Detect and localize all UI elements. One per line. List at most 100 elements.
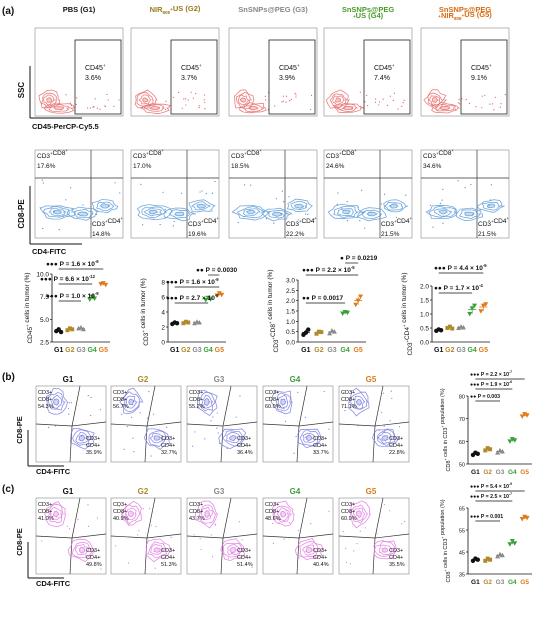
group-title-4: SnSNPs@PEG (342, 5, 394, 14)
cd8-contour (119, 387, 144, 414)
y-tick-label: 8 (161, 280, 165, 287)
cd8-contour (125, 395, 138, 409)
event-dot (198, 107, 200, 109)
event-dot (383, 425, 385, 427)
event-dot (395, 216, 397, 218)
data-point (331, 329, 337, 334)
group-title-2: NIR808+US (G2) (150, 4, 201, 15)
cd3-contour (286, 198, 314, 213)
p-value-annotation: ●● P = 0.0017 (302, 295, 344, 302)
cd3-contour (163, 207, 196, 222)
event-dot (39, 207, 41, 209)
cd4-label: CD4+ (237, 443, 251, 449)
cd4-contour (372, 428, 400, 448)
event-dot (383, 431, 386, 433)
event-dot (70, 104, 73, 107)
cd8pe-axis-label: CD8-PE (15, 528, 24, 556)
x-category-label: G3 (496, 469, 505, 476)
event-dot (183, 98, 185, 100)
cd8-label: CD8+ (113, 397, 127, 403)
cd4-contour (149, 432, 164, 444)
y-tick-label: 80 (459, 395, 465, 401)
cd4-contour (78, 546, 86, 554)
event-dot (66, 525, 68, 527)
cd8-contour (47, 503, 64, 524)
cd4-contour (153, 547, 161, 553)
plot-frame (420, 27, 510, 117)
event-dot (152, 218, 155, 220)
data-point (89, 294, 95, 300)
y-tick-label: 50 (459, 463, 465, 469)
group-title-3: SnSNPs@PEG (G3) (238, 5, 308, 14)
axis-arrows (27, 430, 64, 467)
cd4-value-5: 22.8% (389, 450, 405, 456)
cd4-value-3: 51.4% (237, 562, 253, 568)
group-title-5: SnSNPs@PEG (439, 5, 491, 14)
group-label-1: G1 (63, 487, 74, 496)
event-dot (192, 97, 195, 99)
ssc-contour (38, 89, 61, 109)
cd4-contour (153, 435, 162, 441)
cd8-quadrant-label: CD3+CD8+ (423, 148, 455, 160)
data-point (512, 438, 518, 443)
event-dot (170, 536, 172, 539)
event-dot (243, 445, 246, 447)
data-point (183, 319, 188, 324)
cd8-quadrant-label: CD3+CD8+ (133, 148, 165, 160)
data-point (512, 541, 518, 546)
data-point (478, 309, 484, 314)
gate-lines (186, 497, 258, 575)
cd45-gate-label: CD45+ (471, 63, 492, 72)
event-dot (389, 510, 391, 512)
cd3-label: CD3+ (161, 548, 175, 554)
event-dot (210, 420, 212, 422)
ssc-contour (430, 101, 461, 114)
cd45-axis-label: CD45-PerCP-Cy5.5 (32, 122, 99, 131)
event-dot (283, 538, 285, 540)
event-dot (391, 397, 393, 400)
cd4-label: CD4+ (389, 555, 403, 561)
cd8-contour (355, 398, 363, 406)
cd8-value-1: 54.3% (38, 404, 54, 410)
event-dot (166, 426, 168, 428)
event-dot (343, 392, 345, 394)
event-dot (195, 93, 197, 95)
event-dot (211, 210, 213, 212)
p-value-annotation: ●●● P = 2.5 × 10-7 (470, 492, 512, 500)
x-category-label: G2 (445, 347, 454, 354)
cd4-contour (227, 543, 241, 555)
data-point (92, 296, 98, 301)
event-dot (382, 98, 384, 100)
data-point (499, 449, 505, 454)
event-dot (104, 105, 107, 108)
event-dot (216, 427, 218, 429)
axis-arrows (27, 542, 64, 579)
cd8-contour (200, 506, 214, 521)
cd8-contour (350, 504, 369, 524)
event-dot (488, 204, 490, 206)
event-dot (175, 453, 178, 455)
event-dot (148, 507, 151, 510)
event-dot (118, 505, 120, 508)
event-dot (52, 516, 54, 518)
event-dot (204, 108, 206, 110)
event-dot (58, 216, 60, 218)
cd3-contour (168, 209, 192, 219)
data-point (314, 331, 319, 336)
event-dot (192, 445, 194, 447)
cd3-plot-4: CD3+CD8+ 24.6% CD3+CD4+ 21.5% (323, 148, 413, 239)
cd3-contour (383, 199, 409, 213)
group-title-4: +US (G4) (353, 11, 384, 20)
cd3-contour (52, 209, 62, 215)
data-point (316, 329, 321, 334)
event-dot (227, 557, 230, 559)
group-label-3: G3 (214, 375, 225, 384)
group-label-4: G4 (290, 375, 301, 384)
event-dot (154, 567, 156, 569)
cd8-value-4: 60.0% (265, 404, 281, 410)
cd4-quadrant-label: CD3+CD4+ (92, 216, 124, 228)
event-dot (357, 425, 359, 427)
y-tick-label: 1.0 (286, 319, 295, 326)
event-dot (62, 215, 64, 217)
event-dot (283, 407, 285, 410)
